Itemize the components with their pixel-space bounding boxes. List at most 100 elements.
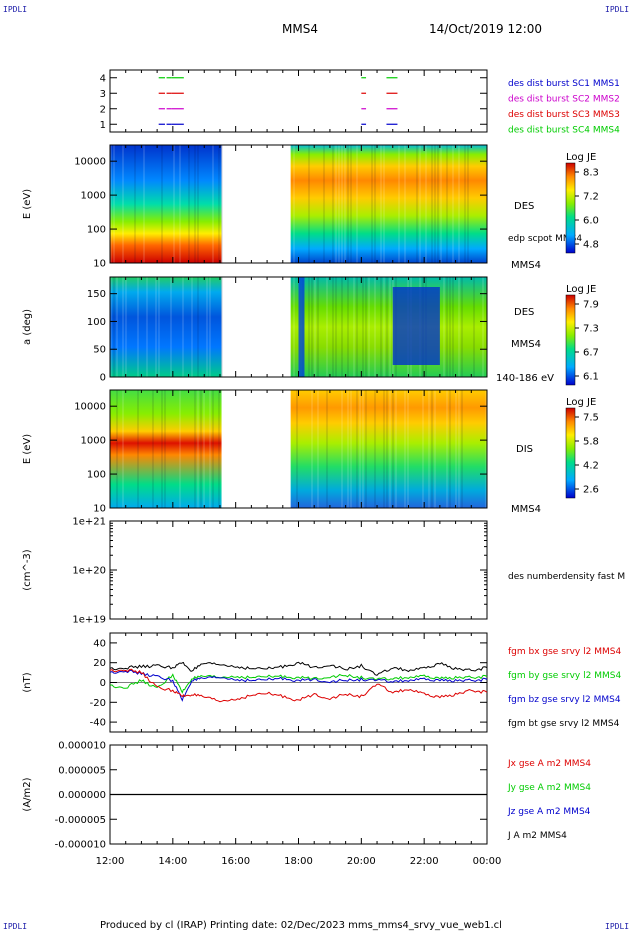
dis-energy-texture — [347, 390, 349, 508]
current-axis-tick-label: -0.000010 — [55, 840, 106, 851]
des-energy-texture — [347, 145, 349, 263]
time-axis-label: 12:00 — [96, 856, 125, 867]
des-pitch-colorbar-title: Log JE — [566, 284, 596, 295]
des-pitch-texture — [113, 277, 115, 377]
des-energy-texture — [458, 145, 460, 263]
dis-energy-colorbar-tick-label: 4.2 — [583, 461, 599, 472]
dis-energy-right-spectrum — [291, 390, 487, 508]
des-pitch-depletion — [393, 287, 440, 365]
time-axis-label: 22:00 — [410, 856, 439, 867]
des-energy-ylabel: E (eV) — [22, 189, 33, 219]
bfield-axis-tick-label: -40 — [90, 718, 106, 729]
burst-legend-entry: des dist burst SC3 MMS3 — [508, 110, 620, 120]
dis-energy-texture — [197, 390, 199, 508]
dis-energy-texture — [296, 390, 298, 508]
time-axis-label: 16:00 — [221, 856, 250, 867]
des-energy-colorbar-title: Log JE — [566, 152, 596, 163]
dis-energy-axis-tick-label: 100 — [87, 470, 106, 481]
dis-energy-texture — [431, 390, 433, 508]
dis-energy-texture — [152, 390, 154, 508]
des-energy-texture — [308, 145, 310, 263]
density-panel-frame — [110, 521, 487, 619]
dis-energy-texture — [116, 390, 118, 508]
des-pitch-texture — [158, 277, 160, 377]
dis-energy-texture — [395, 390, 397, 508]
dis-energy-texture — [137, 390, 139, 508]
des-pitch-texture — [347, 277, 349, 377]
dis-energy-texture — [203, 390, 205, 508]
dis-energy-texture — [341, 390, 343, 508]
des-energy-texture — [416, 145, 418, 263]
des-energy-texture — [188, 145, 190, 263]
des-pitch-texture — [182, 277, 184, 377]
des-pitch-texture — [368, 277, 370, 377]
burst-axis-tick-label: 2 — [100, 104, 106, 115]
des-pitch-texture — [155, 277, 157, 377]
burst-axis-tick-label: 1 — [100, 120, 106, 131]
des-pitch-texture — [116, 277, 118, 377]
des-energy-texture — [338, 145, 340, 263]
des-pitch-energy-range: 140-186 eV — [496, 373, 554, 384]
dis-energy-texture — [389, 390, 391, 508]
des-energy-texture — [404, 145, 406, 263]
des-pitch-texture — [446, 277, 448, 377]
des-energy-texture — [425, 145, 427, 263]
des-energy-texture — [332, 145, 334, 263]
des-energy-texture — [383, 145, 385, 263]
des-energy-texture — [293, 145, 295, 263]
current-legend-entry: Jz gse A m2 MMS4 — [507, 807, 591, 817]
des-energy-texture — [161, 145, 163, 263]
des-pitch-texture — [197, 277, 199, 377]
dis-energy-texture — [392, 390, 394, 508]
burst-legend-entry: des dist burst SC1 MMS1 — [508, 79, 620, 89]
des-pitch-texture — [482, 277, 484, 377]
des-pitch-colorbar-tick-label: 6.1 — [583, 372, 599, 383]
des-energy-axis-tick-label: 10000 — [74, 157, 106, 168]
des-pitch-colorbar-tick-label: 6.7 — [583, 348, 599, 359]
des-pitch-texture — [137, 277, 139, 377]
current-ylabel: (A/m2) — [22, 777, 33, 811]
des-pitch-texture — [209, 277, 211, 377]
dis-energy-texture — [383, 390, 385, 508]
des-pitch-texture — [380, 277, 382, 377]
des-energy-texture — [143, 145, 145, 263]
des-pitch-texture — [122, 277, 124, 377]
density-axis-tick-label: 1e+20 — [72, 566, 106, 577]
des-energy-texture — [173, 145, 175, 263]
des-energy-colorbar-tick-label: 4.8 — [583, 240, 599, 251]
bfield-axis-tick-label: 40 — [93, 638, 106, 649]
des-pitch-texture — [383, 277, 385, 377]
des-energy-colorbar-tick-label: 6.0 — [583, 216, 599, 227]
des-pitch-axis-tick-label: 0 — [100, 373, 106, 384]
bfield-axis-tick-label: 20 — [93, 658, 106, 669]
des-energy-texture — [218, 145, 220, 263]
des-pitch-texture — [314, 277, 316, 377]
current-legend-entry: Jx gse A m2 MMS4 — [507, 759, 591, 769]
des-pitch-texture — [293, 277, 295, 377]
bfield-axis-tick-label: -20 — [90, 698, 106, 709]
des-pitch-right-spectrum — [291, 277, 487, 377]
dis-energy-texture — [359, 390, 361, 508]
summary-plot: 4321des dist burst SC1 MMS1des dist burs… — [0, 0, 630, 934]
dis-energy-texture — [200, 390, 202, 508]
des-pitch-texture — [206, 277, 208, 377]
des-energy-texture — [440, 145, 442, 263]
current-axis-tick-label: 0.000000 — [58, 790, 106, 801]
des-energy-texture — [113, 145, 115, 263]
des-energy-left-spectrum — [110, 145, 222, 263]
des-pitch-texture — [341, 277, 343, 377]
dis-energy-texture — [446, 390, 448, 508]
dis-energy-colorbar-tick-label: 7.5 — [583, 413, 599, 424]
current-axis-tick-label: -0.000005 — [55, 815, 106, 826]
dis-energy-texture — [122, 390, 124, 508]
des-pitch-texture — [170, 277, 172, 377]
des-pitch-texture — [308, 277, 310, 377]
dis-energy-texture — [458, 390, 460, 508]
des-energy-texture — [335, 145, 337, 263]
dis-energy-instrument-label: DIS — [516, 444, 533, 455]
des-pitch-colorbar-bar — [566, 295, 575, 385]
des-energy-texture — [464, 145, 466, 263]
density-axis-tick-label: 1e+19 — [72, 615, 106, 626]
density-ylabel: (cm^-3) — [22, 549, 33, 590]
des-energy-instrument-label: DES — [514, 201, 534, 212]
